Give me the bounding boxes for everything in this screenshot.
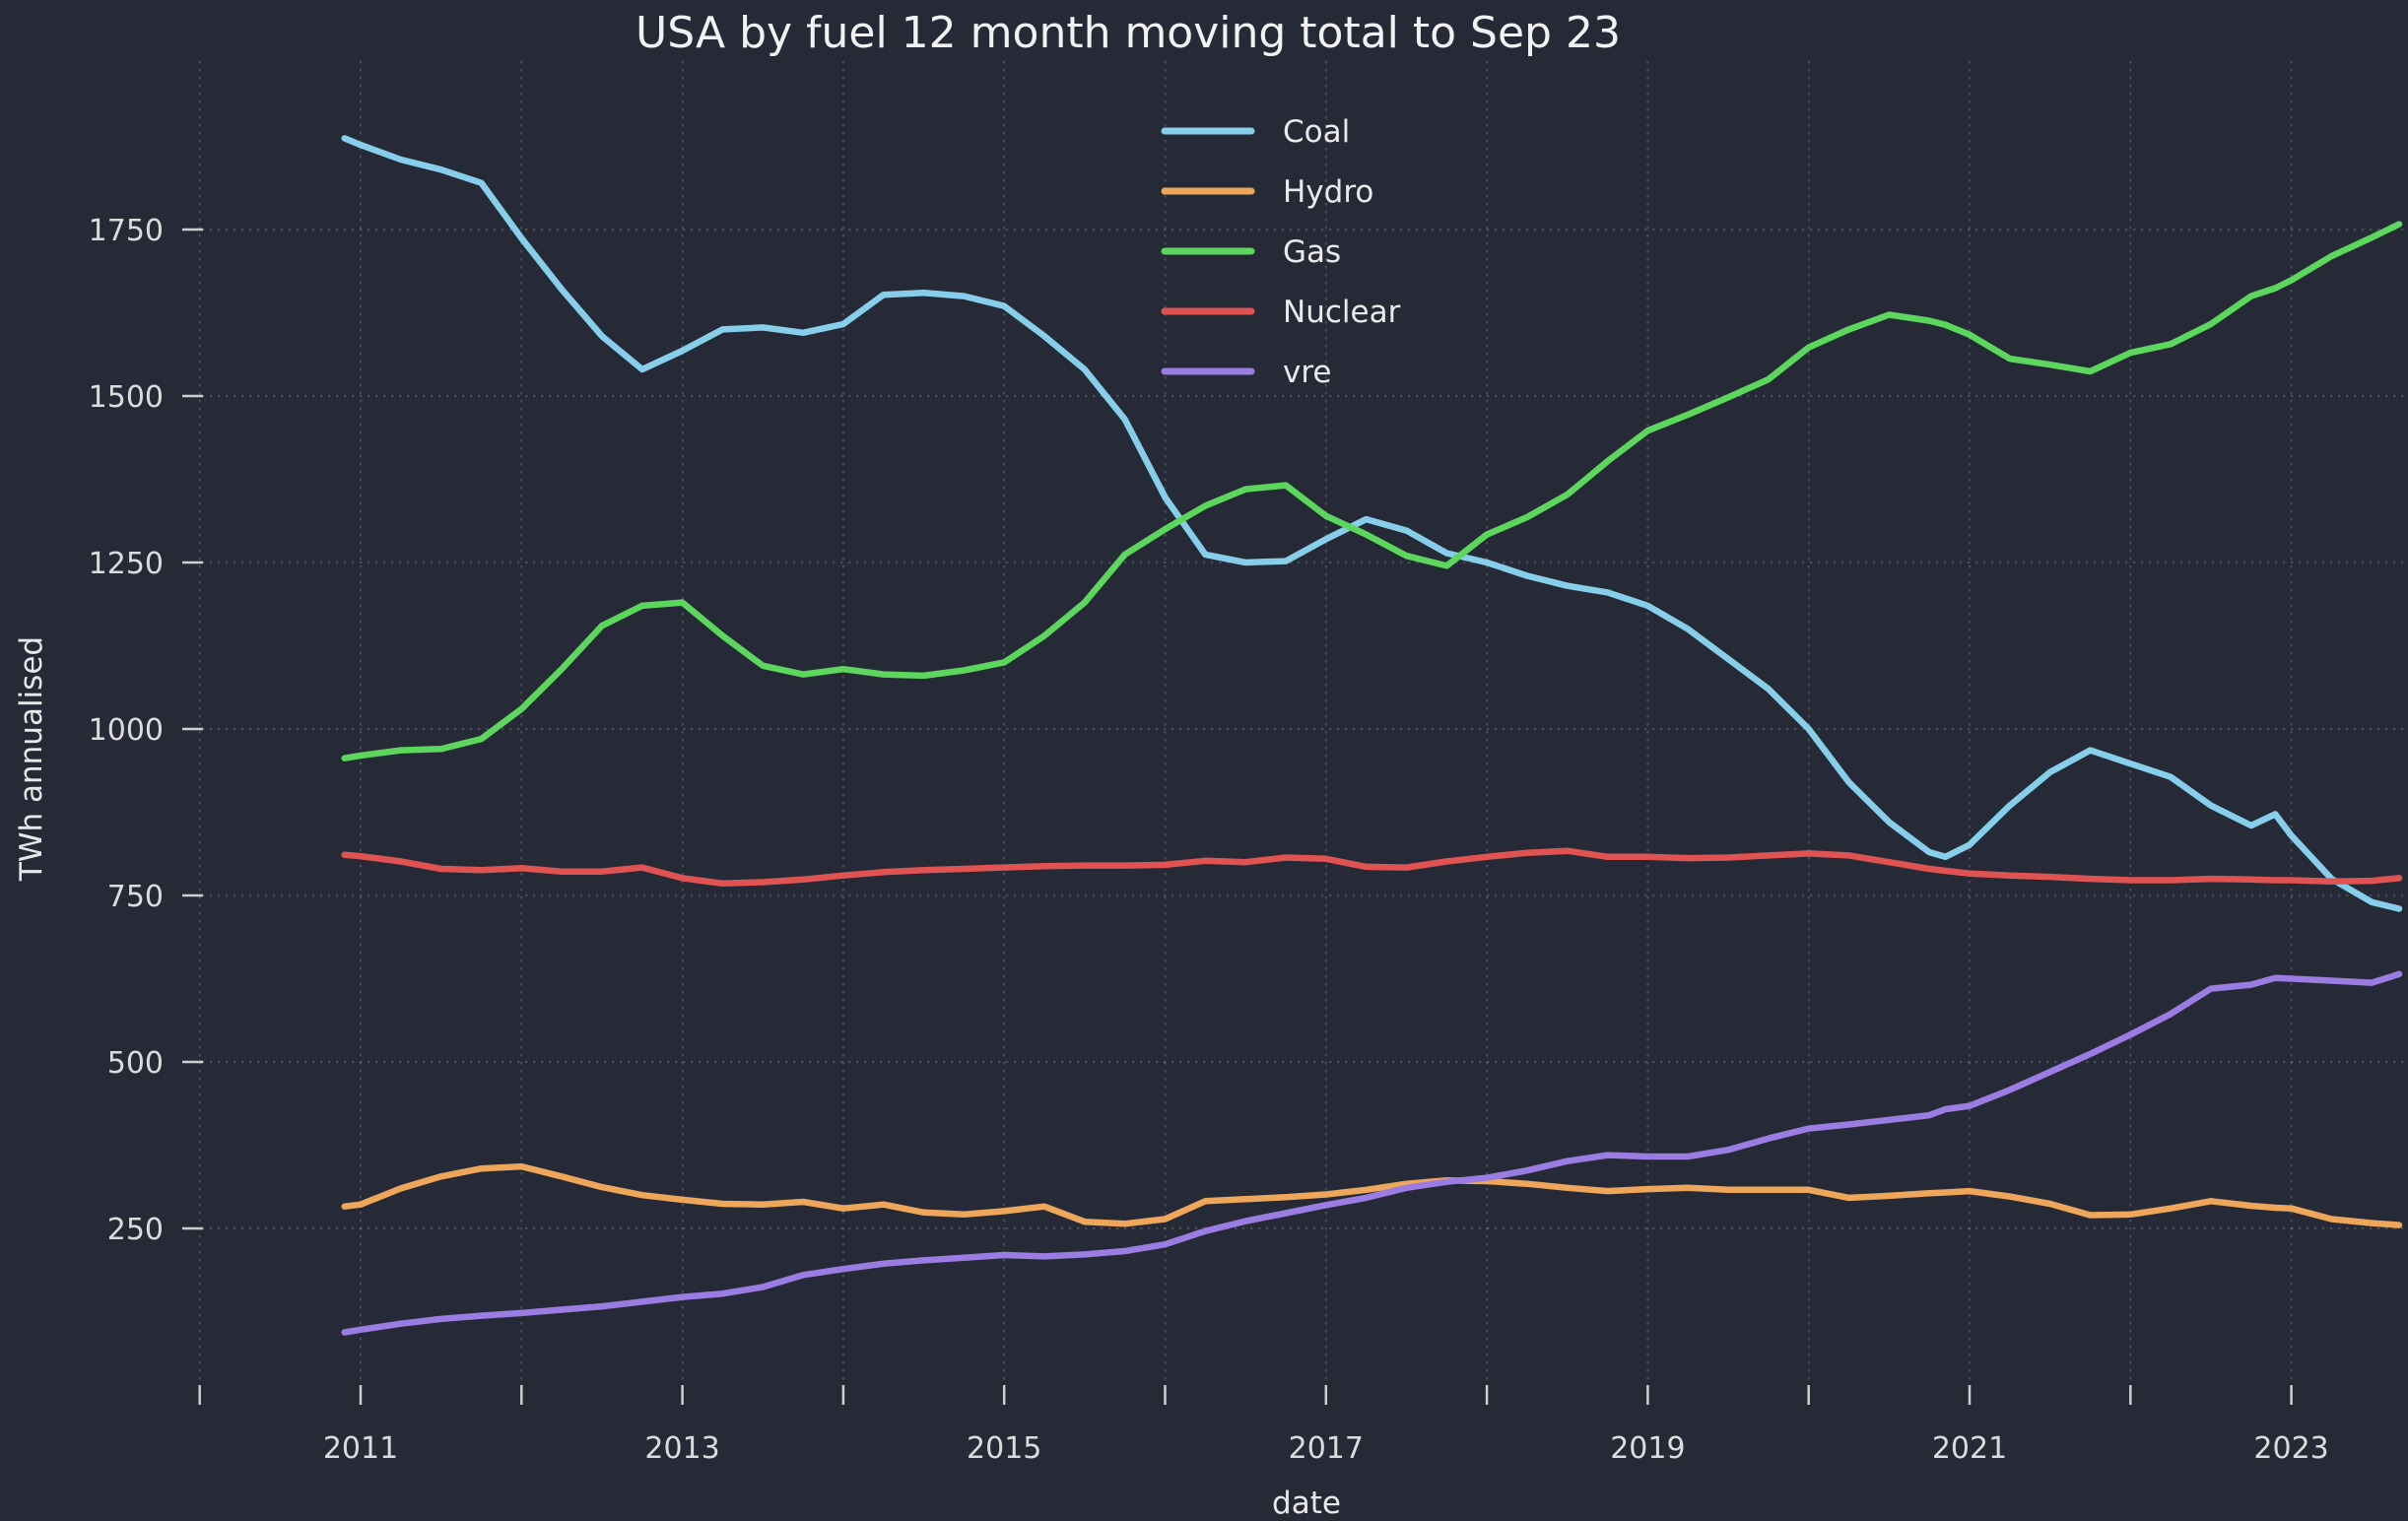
series-line-gas: [341, 221, 2403, 761]
y-tick-label-1250: 1250: [89, 547, 164, 581]
y-tick-label-1750: 1750: [89, 214, 164, 248]
legend-label-vre: vre: [1283, 355, 1331, 390]
y-axis-label: TWh annualised: [14, 636, 49, 882]
legend-label-coal: Coal: [1283, 114, 1350, 150]
legend-label-gas: Gas: [1283, 234, 1341, 270]
y-tick-label-1000: 1000: [89, 713, 164, 748]
x-tick-label-2015: 2015: [967, 1431, 1041, 1466]
x-tick-label-2023: 2023: [2253, 1431, 2328, 1466]
x-tick-label-2021: 2021: [1932, 1431, 2007, 1466]
series-line-hydro: [341, 1162, 2403, 1228]
y-tick-label-250: 250: [107, 1213, 164, 1247]
series-line-coal: [341, 135, 2403, 912]
y-tick-label-500: 500: [107, 1046, 164, 1081]
series-line-vre: [341, 970, 2403, 1336]
x-tick-label-2017: 2017: [1289, 1431, 1364, 1466]
x-tick-label-2019: 2019: [1610, 1431, 1685, 1466]
axis-tick-labels: 2011 2013 2015 2017 2019 2021 2023 250 500 750 100…: [89, 214, 2329, 1466]
x-tick-label-2013: 2013: [644, 1431, 719, 1466]
series-line-nuclear: [341, 847, 2403, 888]
legend-label-hydro: Hydro: [1283, 174, 1373, 210]
x-axis-label: date: [1272, 1486, 1341, 1521]
x-tick-label-2011: 2011: [323, 1431, 398, 1466]
axis-ticks: [182, 228, 2293, 1405]
data-series-lines: [341, 135, 2403, 1336]
y-tick-label-750: 750: [107, 880, 164, 914]
chart-legend: Coal Hydro Gas Nuclear vre: [1161, 114, 1401, 390]
y-tick-label-1500: 1500: [89, 380, 164, 415]
chart-title: USA by fuel 12 month moving total to Sep…: [635, 8, 1621, 58]
legend-label-nuclear: Nuclear: [1283, 295, 1401, 330]
